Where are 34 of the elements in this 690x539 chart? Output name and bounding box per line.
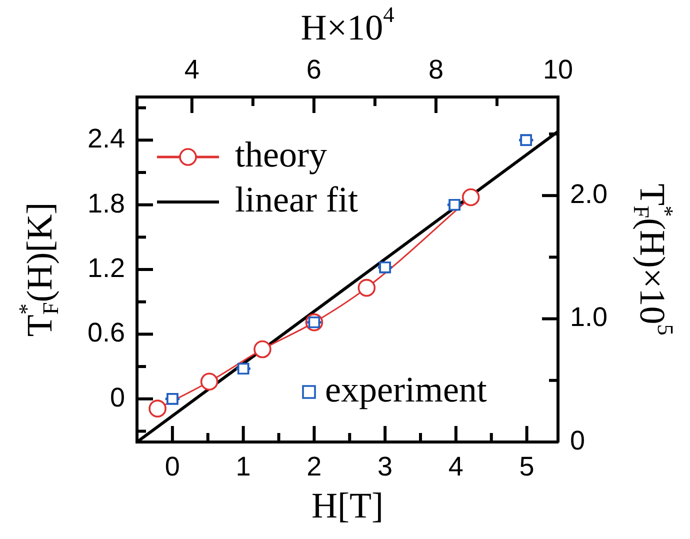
point — [520, 134, 532, 146]
y-tick-label: 1.8 — [87, 188, 125, 218]
x-axis-title: H[T] — [312, 485, 384, 526]
y-tick-label: 1.2 — [87, 252, 125, 283]
x2-tick-label: 8 — [428, 54, 444, 84]
x-tick-label: 4 — [448, 452, 464, 482]
legend-label: linear fit — [235, 179, 358, 220]
y2-axis-title: TF*(H)×105 — [629, 184, 678, 336]
x-tick-label: 1 — [236, 452, 251, 482]
x2-tick-label: 6 — [306, 54, 322, 84]
y-tick-label: 0.6 — [87, 318, 125, 348]
legend-label: theory — [235, 134, 327, 174]
point — [379, 261, 391, 274]
y-tick-label: 0 — [110, 382, 125, 412]
point — [462, 188, 480, 206]
y-axis-title: TF*(H)[K] — [14, 202, 63, 337]
y2-tick-label: 2.0 — [570, 179, 608, 210]
point — [200, 372, 218, 391]
x-tick-label: 2 — [306, 452, 322, 482]
x-tick-label: 3 — [378, 452, 393, 482]
point — [254, 340, 272, 358]
x-tick-label: 0 — [164, 452, 180, 482]
x2-tick-label: 4 — [184, 54, 200, 84]
y2-tick-label: 0 — [570, 425, 586, 456]
legend-label: experiment — [325, 369, 487, 410]
x2-tick-label: 10 — [542, 54, 574, 84]
point — [237, 362, 250, 375]
x-tick-label: 5 — [519, 452, 534, 482]
point — [448, 198, 460, 211]
y2-tick-label: 1.0 — [570, 302, 608, 332]
point — [148, 400, 166, 418]
point — [358, 278, 376, 297]
y-tick-label: 2.4 — [87, 124, 125, 154]
point — [166, 393, 178, 405]
